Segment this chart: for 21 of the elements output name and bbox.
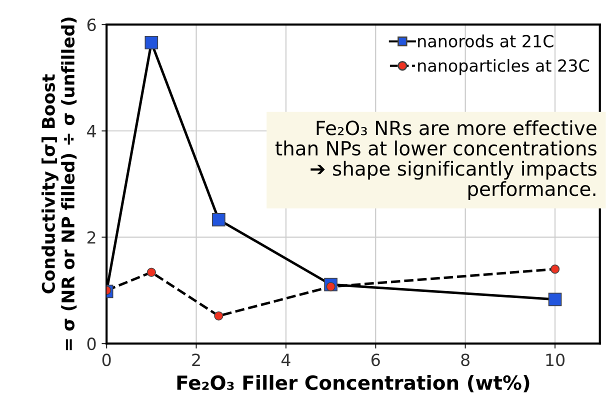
x-tick-label: 0 xyxy=(102,354,111,366)
y-tick-label: 6 xyxy=(87,18,96,32)
legend-label: nanoparticles at 23C xyxy=(418,59,589,76)
point xyxy=(212,213,226,226)
point xyxy=(214,311,224,320)
x-tick-label: 10 xyxy=(546,354,565,366)
y-tick-label: 0 xyxy=(87,338,96,350)
point xyxy=(144,36,158,50)
point xyxy=(548,292,562,306)
x-tick-label: 6 xyxy=(372,354,380,366)
x-tick-label: 8 xyxy=(461,354,470,366)
point xyxy=(146,268,156,277)
y-axis-title: Conductivity [σ] Boost = σ (NR or NP filled) ÷ σ (unfilled) xyxy=(42,18,77,350)
x-tick-label: 4 xyxy=(281,354,290,366)
legend-label: nanorods at 21C xyxy=(418,34,554,48)
annotation: Fe₂O₃ NRs are more effective than NPs at lower concentrations ➔ shape significantly impacts performance. xyxy=(275,120,596,200)
point xyxy=(550,264,560,274)
y-tick-label: 2 xyxy=(87,231,96,244)
x-tick-label: 2 xyxy=(192,354,200,366)
x-axis-title: Fe₂O₃ Filler Concentration (wt%) xyxy=(177,374,530,392)
y-tick-label: 4 xyxy=(87,125,96,138)
